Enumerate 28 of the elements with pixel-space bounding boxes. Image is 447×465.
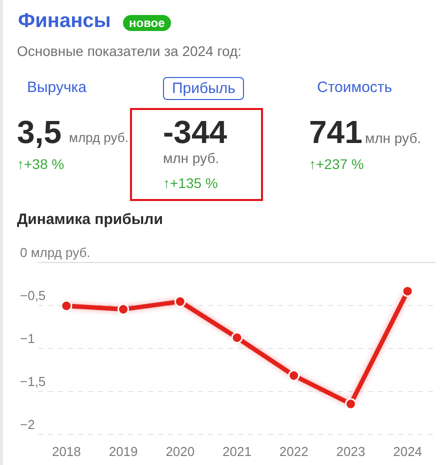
x-tick-label: 2018 bbox=[52, 444, 81, 459]
text: ↑+135 % bbox=[163, 175, 218, 191]
x-tick-label: 2021 bbox=[222, 444, 252, 459]
y-tick-label: 0 млрд руб. bbox=[20, 245, 90, 260]
text: Основные показатели за 2024 год: bbox=[17, 43, 242, 59]
y-tick-label: −1 bbox=[20, 331, 35, 346]
text: Финансы bbox=[18, 10, 111, 32]
text: Выручка bbox=[27, 79, 87, 96]
text: ↑+237 % bbox=[309, 156, 364, 172]
x-tick-label: 2022 bbox=[279, 444, 308, 459]
text: 3,5 bbox=[17, 114, 62, 150]
text: новое bbox=[123, 15, 171, 31]
text: ↑+38 % bbox=[17, 156, 64, 172]
y-tick-label: −2 bbox=[20, 417, 35, 432]
text: Стоимость bbox=[317, 79, 392, 96]
text: млн руб. bbox=[365, 130, 422, 146]
text: Прибыль bbox=[163, 77, 244, 100]
text: -344 bbox=[163, 114, 228, 150]
x-tick-label: 2023 bbox=[336, 444, 366, 459]
x-tick-label: 2024 bbox=[393, 444, 422, 459]
text: млрд руб. bbox=[69, 130, 128, 145]
chart-title: Динамика прибыли bbox=[17, 211, 163, 228]
x-tick-label: 2020 bbox=[166, 444, 195, 459]
y-tick-label: −0,5 bbox=[20, 288, 46, 303]
text: 741 bbox=[309, 114, 362, 150]
x-tick-label: 2019 bbox=[108, 444, 138, 459]
text: млн руб. bbox=[163, 150, 220, 166]
y-tick-label: −1,5 bbox=[20, 374, 46, 389]
